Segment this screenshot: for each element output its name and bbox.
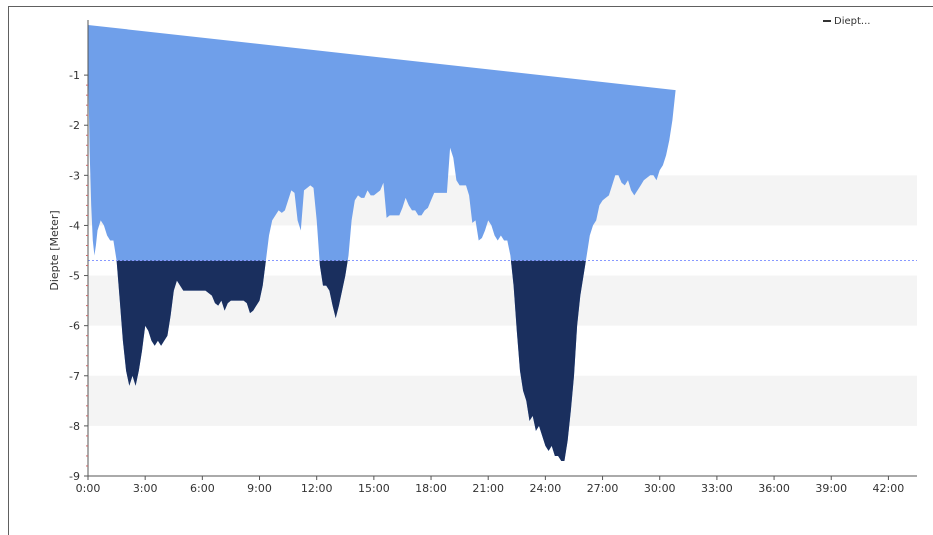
x-tick-label: 9:00 bbox=[247, 482, 272, 495]
y-tick-label: -3 bbox=[69, 169, 80, 182]
y-tick-label: -9 bbox=[69, 470, 80, 483]
x-tick-label: 39:00 bbox=[815, 482, 847, 495]
x-tick-label: 0:00 bbox=[76, 482, 101, 495]
x-tick-label: 18:00 bbox=[415, 482, 447, 495]
x-tick-label: 30:00 bbox=[644, 482, 676, 495]
legend-label: Diept... bbox=[834, 16, 870, 27]
y-tick-label: -4 bbox=[69, 219, 80, 232]
y-tick-label: -2 bbox=[69, 119, 80, 132]
depth-area-dark bbox=[116, 260, 586, 461]
x-tick-label: 42:00 bbox=[873, 482, 905, 495]
legend-swatch bbox=[823, 20, 831, 22]
y-tick-label: -1 bbox=[69, 69, 80, 82]
x-tick-label: 15:00 bbox=[358, 482, 390, 495]
y-tick-label: -8 bbox=[69, 420, 80, 433]
x-tick-label: 6:00 bbox=[190, 482, 215, 495]
x-tick-label: 12:00 bbox=[301, 482, 333, 495]
x-tick-label: 3:00 bbox=[133, 482, 158, 495]
x-tick-label: 21:00 bbox=[472, 482, 504, 495]
x-tick-label: 27:00 bbox=[587, 482, 619, 495]
y-tick-label: -5 bbox=[69, 270, 80, 283]
grid-band bbox=[88, 375, 917, 426]
y-axis-title: Diepte [Meter] bbox=[48, 210, 61, 290]
x-tick-label: 33:00 bbox=[701, 482, 733, 495]
x-tick-label: 36:00 bbox=[758, 482, 790, 495]
y-tick-label: -7 bbox=[69, 370, 80, 383]
x-tick-label: 24:00 bbox=[530, 482, 562, 495]
y-tick-label: -6 bbox=[69, 320, 80, 333]
